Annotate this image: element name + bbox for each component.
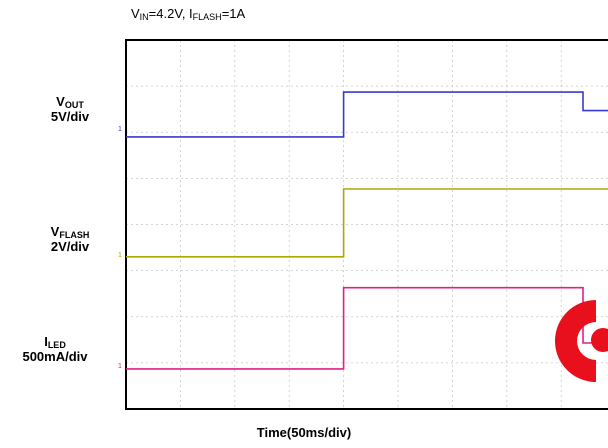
vflash-channel-label: VFLASH 2V/div (30, 224, 110, 254)
vout-channel-label: VOUT 5V/div (30, 94, 110, 124)
vflash-scale: 2V/div (50, 239, 90, 254)
vin-symbol: V (131, 6, 140, 21)
grid (126, 40, 608, 409)
trace-v-flash (126, 188, 608, 258)
watermark-logo (554, 299, 608, 382)
vout-symbol: V (56, 94, 65, 109)
vflash-symbol: V (50, 224, 60, 239)
trace-i-led (126, 286, 608, 370)
iflash-symbol: I (189, 6, 193, 21)
channel-markers: 1 1 1 (118, 126, 122, 370)
x-axis-label: Time(50ms/div) (256, 425, 352, 440)
ch1-marker: 1 (118, 126, 122, 133)
chart-title: VIN=4.2V, IFLASH=1A (131, 6, 246, 22)
vflash-subscript: FLASH (59, 230, 90, 240)
iled-channel-label: ILED 500mA/div (0, 334, 110, 364)
vout-subscript: OUT (64, 100, 84, 110)
ch2-marker: 1 (118, 252, 122, 259)
vout-scale: 5V/div (50, 109, 90, 124)
iled-subscript: LED (47, 340, 66, 350)
traces (126, 91, 608, 370)
iled-scale: 500mA/div (22, 349, 88, 364)
iled-symbol: I (44, 334, 48, 349)
trace-v-out (126, 91, 608, 138)
iflash-subscript: FLASH (192, 12, 222, 22)
plot-frame (125, 39, 608, 410)
vin-value: =4.2V, (148, 6, 190, 21)
vin-subscript: IN (139, 12, 149, 22)
ch3-marker: 1 (118, 363, 122, 370)
iflash-value: =1A (221, 6, 246, 21)
